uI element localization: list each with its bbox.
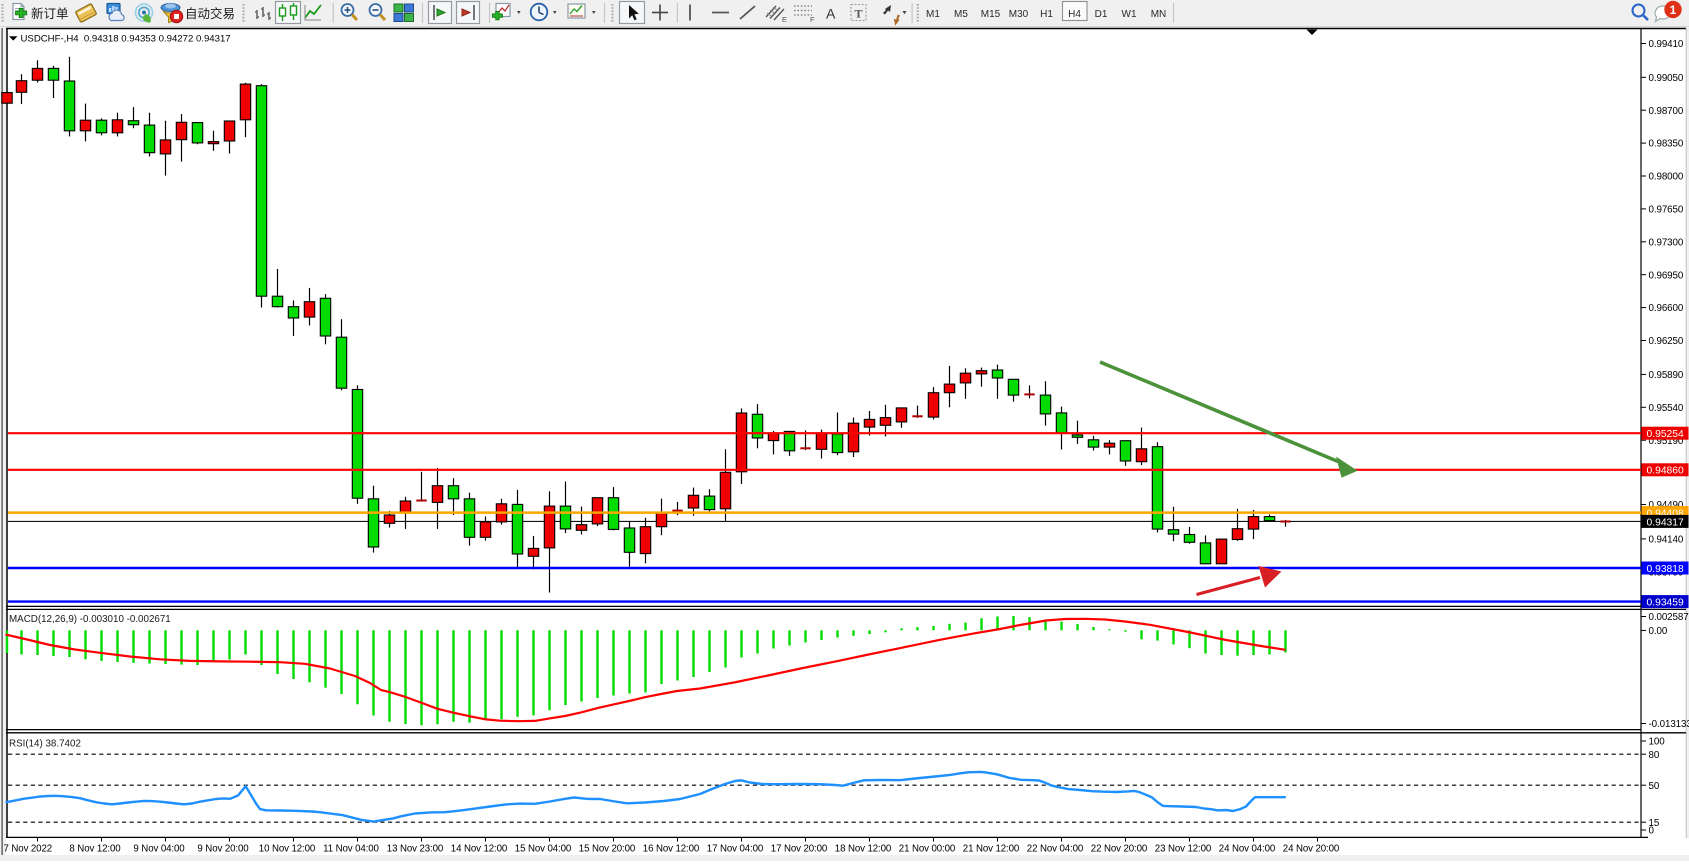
- svg-text:USDCHF-,H4 0.94318 0.94353 0.: USDCHF-,H4 0.94318 0.94353 0.94272 0.943…: [21, 34, 231, 45]
- svg-text:0.95540: 0.95540: [1649, 403, 1684, 414]
- svg-text:0.96950: 0.96950: [1649, 270, 1684, 281]
- svg-text:1: 1: [1670, 3, 1677, 17]
- svg-text:0.97300: 0.97300: [1649, 237, 1684, 248]
- svg-text:0.94317: 0.94317: [1647, 517, 1684, 528]
- svg-text:T: T: [855, 7, 863, 21]
- svg-text:9 Nov 04:00: 9 Nov 04:00: [133, 844, 185, 855]
- svg-text:9 Nov 20:00: 9 Nov 20:00: [197, 844, 249, 855]
- svg-text:0.98000: 0.98000: [1649, 172, 1684, 183]
- svg-text:0.99410: 0.99410: [1649, 39, 1684, 50]
- svg-text:0.98700: 0.98700: [1649, 106, 1684, 117]
- svg-text:24 Nov 20:00: 24 Nov 20:00: [1283, 844, 1340, 855]
- svg-text:E: E: [782, 15, 787, 24]
- svg-text:0.96250: 0.96250: [1649, 336, 1684, 347]
- svg-text:15 Nov 04:00: 15 Nov 04:00: [515, 844, 572, 855]
- svg-text:80: 80: [1649, 750, 1660, 761]
- svg-text:0.96600: 0.96600: [1649, 303, 1684, 314]
- svg-text:21 Nov 12:00: 21 Nov 12:00: [963, 844, 1020, 855]
- svg-text:0.99050: 0.99050: [1649, 73, 1684, 84]
- svg-text:0.95254: 0.95254: [1647, 429, 1684, 440]
- svg-text:-0.013133: -0.013133: [1649, 719, 1689, 730]
- svg-text:22 Nov 20:00: 22 Nov 20:00: [1091, 844, 1148, 855]
- svg-text:7 Nov 2022: 7 Nov 2022: [4, 844, 53, 855]
- svg-text:MACD(12,26,9) -0.003010 -0.002: MACD(12,26,9) -0.003010 -0.002671: [9, 614, 171, 625]
- svg-text:0.94860: 0.94860: [1647, 466, 1684, 477]
- svg-text:H1: H1: [1040, 9, 1053, 20]
- svg-text:100: 100: [1649, 737, 1666, 748]
- svg-text:13 Nov 23:00: 13 Nov 23:00: [387, 844, 444, 855]
- svg-text:0.95890: 0.95890: [1649, 370, 1684, 381]
- svg-text:W1: W1: [1122, 9, 1137, 20]
- svg-text:M30: M30: [1009, 9, 1029, 20]
- svg-text:10 Nov 12:00: 10 Nov 12:00: [259, 844, 316, 855]
- svg-text:M15: M15: [981, 9, 1001, 20]
- svg-text:17 Nov 20:00: 17 Nov 20:00: [771, 844, 828, 855]
- svg-text:0.94140: 0.94140: [1649, 535, 1684, 546]
- svg-text:14 Nov 12:00: 14 Nov 12:00: [451, 844, 508, 855]
- svg-text:24 Nov 04:00: 24 Nov 04:00: [1219, 844, 1276, 855]
- svg-text:50: 50: [1649, 781, 1660, 792]
- svg-text:A: A: [826, 6, 836, 22]
- svg-text:0.93459: 0.93459: [1647, 598, 1684, 609]
- svg-text:自动交易: 自动交易: [185, 6, 235, 21]
- svg-text:16 Nov 12:00: 16 Nov 12:00: [643, 844, 700, 855]
- svg-text:8 Nov 12:00: 8 Nov 12:00: [69, 844, 121, 855]
- svg-text:0.002587: 0.002587: [1649, 612, 1689, 623]
- svg-text:M1: M1: [926, 9, 940, 20]
- svg-text:0.00: 0.00: [1649, 626, 1668, 637]
- svg-text:0.93818: 0.93818: [1647, 564, 1684, 575]
- svg-text:新订单: 新订单: [31, 6, 69, 21]
- svg-text:0.98350: 0.98350: [1649, 139, 1684, 150]
- svg-text:M5: M5: [954, 9, 968, 20]
- svg-text:RSI(14) 38.7402: RSI(14) 38.7402: [9, 739, 81, 750]
- svg-text:0: 0: [1649, 826, 1655, 837]
- svg-text:15 Nov 20:00: 15 Nov 20:00: [579, 844, 636, 855]
- svg-text:22 Nov 04:00: 22 Nov 04:00: [1027, 844, 1084, 855]
- svg-text:H4: H4: [1068, 9, 1081, 20]
- svg-text:D1: D1: [1095, 9, 1108, 20]
- svg-text:23 Nov 12:00: 23 Nov 12:00: [1155, 844, 1212, 855]
- svg-text:21 Nov 00:00: 21 Nov 00:00: [899, 844, 956, 855]
- svg-text:MN: MN: [1151, 9, 1167, 20]
- svg-text:F: F: [810, 15, 815, 24]
- svg-text:18 Nov 12:00: 18 Nov 12:00: [835, 844, 892, 855]
- svg-text:17 Nov 04:00: 17 Nov 04:00: [707, 844, 764, 855]
- svg-text:0.97650: 0.97650: [1649, 205, 1684, 216]
- svg-text:11 Nov 04:00: 11 Nov 04:00: [323, 844, 379, 855]
